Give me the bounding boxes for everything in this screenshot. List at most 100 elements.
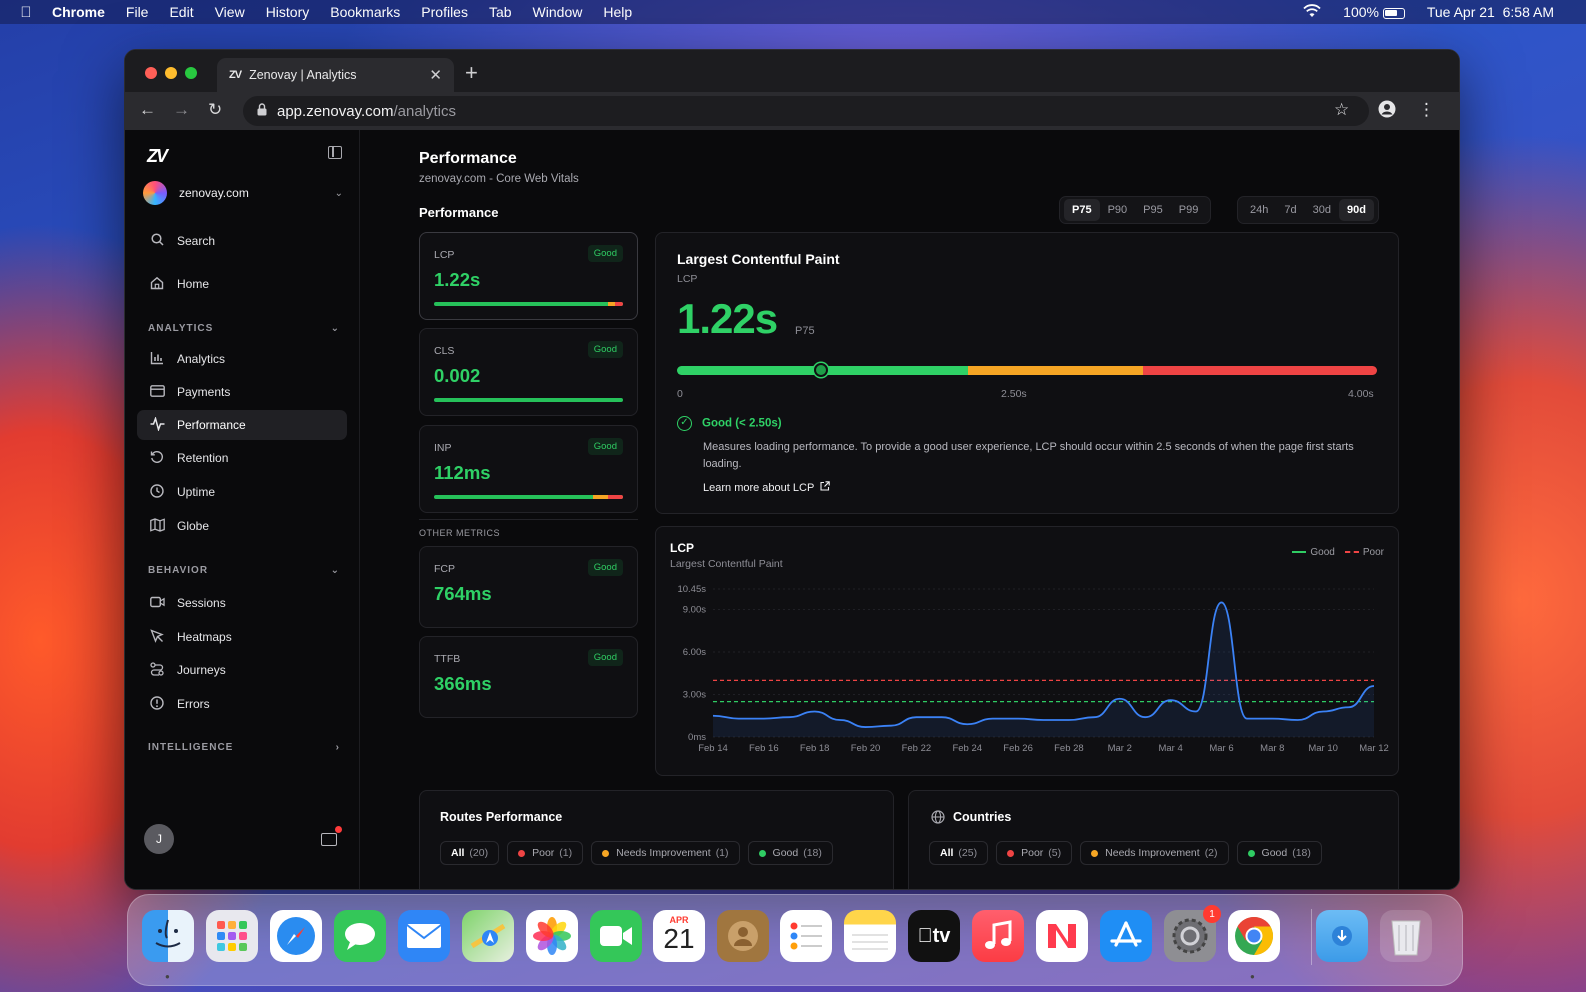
metric-label: FCP [434, 563, 455, 575]
lcp-line-chart[interactable]: 0ms 3.00s 6.00s 9.00s 10.45s Feb 14 Feb 16 Feb … [656, 527, 1400, 777]
cursor-icon [149, 628, 165, 646]
metric-card-cls[interactable]: CLS Good 0.002 [419, 328, 638, 416]
calendar-icon[interactable]: APR 21 [653, 910, 705, 962]
filter-good[interactable]: Good (18) [1236, 841, 1322, 865]
metric-card-fcp[interactable]: FCP Good 764ms [419, 546, 638, 628]
metric-card-ttfb[interactable]: TTFB Good 366ms [419, 636, 638, 718]
percentile-p75[interactable]: P75 [1064, 199, 1100, 221]
sidebar-item-heatmaps[interactable]: Heatmaps [137, 622, 347, 652]
filter-poor[interactable]: Poor (5) [996, 841, 1073, 865]
filter-all[interactable]: All (20) [440, 841, 500, 865]
lock-icon[interactable] [257, 103, 267, 119]
inbox-icon[interactable] [321, 826, 342, 846]
maps-icon[interactable] [462, 910, 514, 962]
launchpad-icon[interactable] [206, 910, 258, 962]
back-icon[interactable]: ← [139, 100, 156, 119]
percentile-p90[interactable]: P90 [1107, 204, 1128, 216]
menu-bookmarks[interactable]: Bookmarks [330, 4, 401, 20]
menu-view[interactable]: View [214, 4, 245, 20]
filter-needs-improvement[interactable]: Needs Improvement (2) [1080, 841, 1229, 865]
filter-needs-improvement[interactable]: Needs Improvement (1) [591, 841, 740, 865]
system-settings-icon[interactable]: 1 [1164, 905, 1221, 962]
sidebar-item-home[interactable]: Home [137, 269, 347, 299]
bookmark-star-icon[interactable]: ☆ [1334, 100, 1350, 119]
trash-icon[interactable] [1380, 910, 1432, 962]
downloads-folder-icon[interactable] [1316, 910, 1368, 962]
sidebar-toggle-icon[interactable] [328, 146, 342, 159]
filter-count: (2) [1204, 847, 1218, 859]
metric-card-lcp[interactable]: LCP Good 1.22s [419, 232, 638, 320]
sidebar-item-performance[interactable]: Performance [137, 410, 347, 440]
menu-window[interactable]: Window [532, 4, 583, 20]
safari-icon[interactable] [270, 910, 322, 962]
wifi-icon[interactable] [1303, 3, 1321, 21]
menu-history[interactable]: History [265, 4, 310, 20]
messages-icon[interactable] [334, 910, 386, 962]
sidebar-item-journeys[interactable]: Journeys [137, 655, 347, 685]
sidebar-item-search[interactable]: Search [137, 226, 347, 256]
routes-filters: All (20) Poor (1) Needs Improvement (1) Goo… [440, 841, 833, 865]
app-store-icon[interactable] [1100, 910, 1152, 962]
x-tick-label: Mar 4 [1158, 743, 1182, 754]
facetime-icon[interactable] [590, 910, 642, 962]
browser-tab[interactable]: ZV Zenovay | Analytics ✕ [217, 58, 454, 92]
menu-tab[interactable]: Tab [488, 4, 512, 20]
music-icon[interactable] [972, 910, 1024, 962]
filter-count: (20) [469, 847, 489, 859]
sidebar-item-uptime[interactable]: Uptime [137, 477, 347, 507]
metric-card-inp[interactable]: INP Good 112ms [419, 425, 638, 513]
percentile-p95[interactable]: P95 [1143, 204, 1163, 216]
sidebar-item-errors[interactable]: Errors [137, 689, 347, 719]
new-tab-icon[interactable]: + [465, 60, 478, 85]
address-bar[interactable]: app.zenovay.com/analytics [243, 96, 1369, 126]
reminders-icon[interactable] [780, 910, 832, 962]
profile-icon[interactable] [1378, 100, 1396, 123]
zoom-window-button[interactable] [185, 67, 197, 79]
sidebar-item-analytics[interactable]: Analytics [137, 344, 347, 374]
sidebar-item-retention[interactable]: Retention [137, 443, 347, 473]
menu-profiles[interactable]: Profiles [421, 4, 468, 20]
percentile-p99[interactable]: P99 [1178, 204, 1199, 216]
sidebar-item-globe[interactable]: Globe [137, 511, 347, 541]
menu-edit[interactable]: Edit [169, 4, 194, 20]
filter-poor[interactable]: Poor (1) [507, 841, 584, 865]
learn-more-link[interactable]: Learn more about LCP [703, 481, 830, 494]
range-30d[interactable]: 30d [1312, 204, 1331, 216]
app-logo[interactable]: ZV [147, 146, 168, 166]
photos-icon[interactable] [526, 910, 578, 962]
menu-help[interactable]: Help [603, 4, 633, 20]
sidebar-item-sessions[interactable]: Sessions [137, 588, 347, 618]
routes-title: Routes Performance [440, 810, 563, 824]
section-behavior[interactable]: BEHAVIOR ⌄ [148, 565, 340, 576]
news-icon[interactable] [1036, 910, 1088, 962]
apple-menu-icon[interactable]:  [0, 4, 52, 21]
mail-icon[interactable] [398, 910, 450, 962]
site-selector[interactable]: zenovay.com ⌄ [143, 180, 343, 206]
menu-app-name[interactable]: Chrome [52, 4, 105, 20]
menu-file[interactable]: File [125, 4, 149, 20]
finder-icon[interactable] [142, 910, 194, 962]
close-tab-icon[interactable]: ✕ [429, 67, 442, 84]
range-7d[interactable]: 7d [1284, 204, 1297, 216]
minimize-window-button[interactable] [165, 67, 177, 79]
notes-icon[interactable] [844, 910, 896, 962]
contacts-icon[interactable] [717, 910, 769, 962]
user-avatar[interactable]: J [144, 824, 174, 854]
chrome-icon[interactable] [1228, 910, 1280, 962]
range-24h[interactable]: 24h [1250, 204, 1269, 216]
section-analytics[interactable]: ANALYTICS ⌄ [148, 323, 340, 334]
filter-good[interactable]: Good (18) [747, 841, 833, 865]
legend-poor: Poor [1344, 547, 1384, 558]
clock[interactable]: Tue Apr 21 6:58 AM [1427, 4, 1554, 20]
x-tick-label: Feb 26 [1003, 743, 1033, 754]
apple-tv-icon[interactable]: tv [908, 910, 960, 962]
filter-all[interactable]: All (25) [929, 841, 989, 865]
chrome-menu-icon[interactable]: ⋮ [1418, 100, 1435, 119]
battery-status[interactable]: 100% [1343, 4, 1405, 20]
close-window-button[interactable] [145, 67, 157, 79]
range-90d[interactable]: 90d [1338, 199, 1374, 221]
reload-icon[interactable]: ↻ [208, 100, 223, 119]
sidebar-item-payments[interactable]: Payments [137, 377, 347, 407]
section-intelligence[interactable]: INTELLIGENCE › [148, 742, 340, 753]
forward-icon[interactable]: → [173, 100, 190, 119]
